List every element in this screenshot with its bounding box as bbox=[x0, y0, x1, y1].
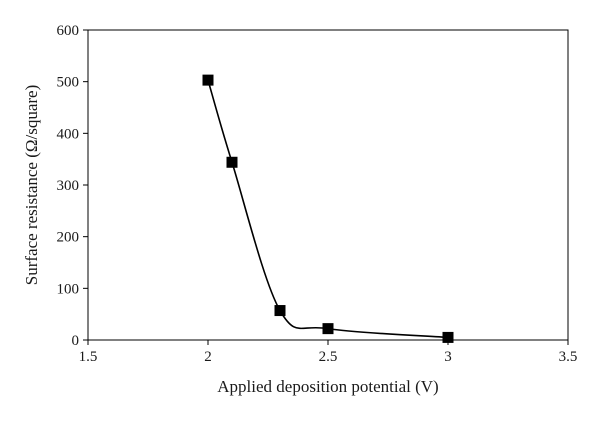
x-tick-label: 1.5 bbox=[79, 349, 98, 365]
y-tick-label: 100 bbox=[57, 281, 80, 297]
y-tick-label: 400 bbox=[57, 126, 80, 142]
x-tick-label: 2.5 bbox=[319, 349, 338, 365]
y-axis-title: Surface resistance (Ω/square) bbox=[22, 85, 41, 285]
x-tick-label: 3 bbox=[444, 349, 452, 365]
y-axis-ticks: 0 100 200 300 400 500 600 bbox=[57, 23, 88, 349]
y-tick-label: 300 bbox=[57, 178, 80, 194]
y-tick-label: 500 bbox=[57, 75, 80, 91]
data-points bbox=[202, 74, 454, 343]
plot-area bbox=[87, 29, 569, 341]
data-point bbox=[274, 305, 286, 317]
x-axis-title: Applied deposition potential (V) bbox=[217, 377, 438, 396]
data-point bbox=[202, 74, 214, 86]
data-point bbox=[226, 156, 238, 168]
data-point bbox=[322, 323, 334, 335]
y-tick-label: 200 bbox=[57, 230, 80, 246]
y-tick-label: 600 bbox=[57, 23, 80, 39]
x-tick-label: 3.5 bbox=[559, 349, 578, 365]
x-axis-ticks: 1.5 2 2.5 3 3.5 bbox=[79, 340, 578, 365]
x-tick-label: 2 bbox=[204, 349, 212, 365]
y-tick-label: 0 bbox=[72, 333, 80, 349]
data-point bbox=[442, 331, 454, 343]
